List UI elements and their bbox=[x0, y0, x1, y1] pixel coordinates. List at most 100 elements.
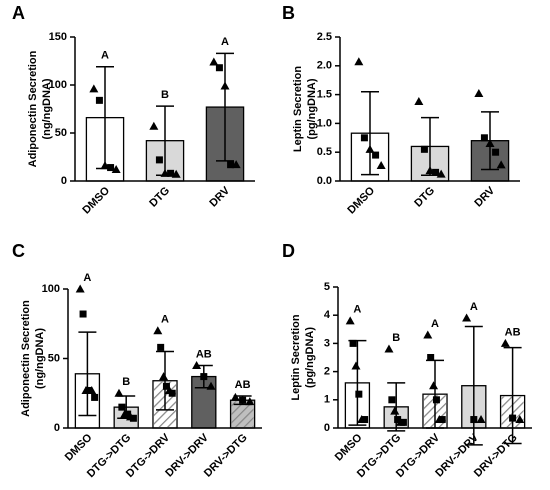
panel-label: C bbox=[12, 241, 25, 261]
y-tick-label: 0.5 bbox=[317, 146, 332, 158]
x-tick-label: DMSO bbox=[333, 431, 365, 463]
significance-letter: A bbox=[353, 304, 361, 316]
y-tick-label: 1 bbox=[324, 394, 330, 406]
significance-letter: B bbox=[122, 376, 130, 388]
data-point bbox=[85, 386, 93, 394]
data-point bbox=[168, 389, 176, 397]
y-tick-label: 0 bbox=[54, 422, 60, 434]
y-tick-label: 0 bbox=[61, 175, 67, 187]
data-point bbox=[200, 373, 208, 381]
data-point bbox=[438, 416, 446, 424]
data-point bbox=[361, 416, 369, 424]
data-point bbox=[89, 84, 99, 93]
y-tick-label: 100 bbox=[49, 79, 67, 91]
data-point bbox=[349, 339, 357, 347]
y-axis-label: Leptin Secretion bbox=[292, 66, 304, 152]
y-tick-label: 50 bbox=[55, 127, 67, 139]
data-point bbox=[470, 416, 478, 424]
data-point bbox=[114, 388, 124, 397]
significance-letter: A bbox=[470, 301, 478, 313]
data-point bbox=[384, 344, 394, 353]
data-point bbox=[372, 151, 380, 159]
y-axis-label: (ng/ngDNA) bbox=[41, 78, 53, 139]
data-point bbox=[420, 145, 428, 153]
data-point bbox=[230, 392, 240, 401]
y-tick-label: 150 bbox=[49, 31, 67, 43]
data-point bbox=[474, 88, 484, 97]
y-tick-label: 0 bbox=[324, 422, 330, 434]
x-tick-label: DMSO bbox=[345, 184, 377, 216]
y-tick-label: 2 bbox=[324, 366, 330, 378]
y-axis-label: (pg/ngDNA) bbox=[304, 327, 316, 388]
data-point bbox=[354, 57, 364, 66]
data-point bbox=[423, 330, 433, 339]
data-point bbox=[149, 121, 159, 130]
y-tick-label: 1.0 bbox=[317, 117, 332, 129]
data-point bbox=[167, 169, 175, 177]
significance-letter: A bbox=[161, 314, 169, 326]
data-point bbox=[485, 139, 495, 148]
y-tick-label: 2.0 bbox=[317, 60, 332, 72]
data-point bbox=[500, 338, 510, 347]
y-tick-label: 2.5 bbox=[317, 31, 332, 43]
significance-letter: B bbox=[161, 89, 169, 101]
panel-label: A bbox=[12, 3, 25, 23]
data-point bbox=[215, 64, 223, 72]
data-point bbox=[480, 134, 488, 142]
data-point bbox=[355, 390, 363, 398]
data-point bbox=[427, 354, 435, 361]
data-point bbox=[153, 326, 163, 335]
y-tick-label: 0.0 bbox=[317, 175, 332, 187]
data-point bbox=[345, 316, 355, 325]
data-point bbox=[124, 410, 132, 418]
significance-letter: A bbox=[83, 272, 91, 284]
bar-hatch bbox=[231, 401, 254, 427]
data-point bbox=[509, 414, 517, 422]
y-axis-label: (pg/ngDNA) bbox=[306, 78, 318, 139]
data-point bbox=[87, 385, 97, 394]
data-point bbox=[432, 396, 440, 404]
significance-letter: A bbox=[431, 318, 439, 330]
data-point bbox=[245, 397, 255, 406]
data-point bbox=[399, 418, 407, 426]
data-point bbox=[462, 313, 472, 322]
data-point bbox=[429, 381, 439, 390]
data-point bbox=[414, 97, 424, 106]
x-tick-label: DMSO bbox=[63, 431, 95, 463]
data-point bbox=[220, 81, 230, 90]
y-axis-label: Adiponectin Secretion bbox=[20, 300, 32, 417]
y-axis-label: Adiponectin Secretion bbox=[27, 50, 39, 167]
y-tick-label: 100 bbox=[42, 283, 60, 295]
significance-letter: AB bbox=[235, 379, 251, 391]
data-point bbox=[75, 284, 85, 293]
data-point bbox=[111, 164, 121, 173]
data-point bbox=[476, 415, 486, 424]
y-tick-label: 3 bbox=[324, 337, 330, 349]
significance-letter: A bbox=[101, 50, 109, 62]
data-point bbox=[365, 144, 375, 153]
data-point bbox=[95, 96, 103, 104]
data-point bbox=[239, 396, 247, 404]
data-point bbox=[118, 403, 126, 411]
data-point bbox=[515, 415, 525, 424]
data-point bbox=[155, 156, 163, 164]
data-point bbox=[227, 161, 235, 169]
data-point bbox=[436, 169, 446, 178]
data-point bbox=[394, 416, 402, 424]
x-tick-label: DRV bbox=[207, 184, 232, 209]
data-point bbox=[206, 381, 216, 390]
data-point bbox=[390, 406, 400, 415]
x-tick-label: DTG bbox=[412, 185, 437, 210]
data-point bbox=[107, 164, 115, 172]
data-point bbox=[432, 168, 440, 176]
data-point bbox=[162, 382, 170, 390]
y-tick-label: 4 bbox=[324, 309, 331, 321]
x-tick-label: DMSO bbox=[80, 184, 112, 216]
data-point bbox=[157, 343, 165, 351]
data-point bbox=[91, 393, 99, 401]
data-point bbox=[209, 57, 219, 66]
data-point bbox=[79, 310, 87, 318]
data-point bbox=[171, 169, 181, 178]
data-point bbox=[360, 134, 368, 142]
